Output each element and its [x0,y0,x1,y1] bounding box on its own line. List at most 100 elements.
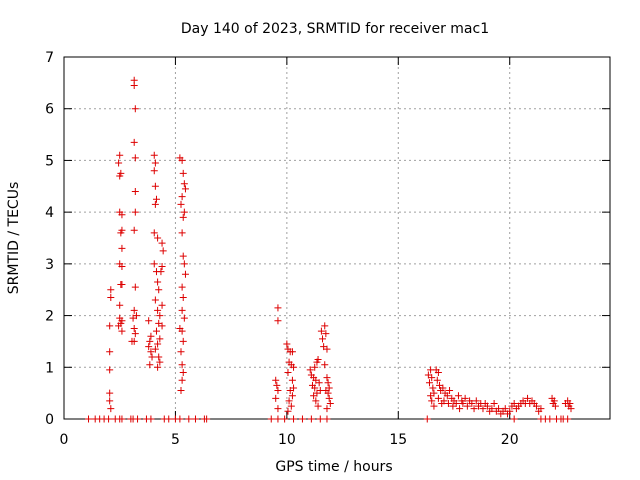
data-point [281,415,289,423]
data-points [85,76,575,423]
data-point [180,260,188,268]
data-point [181,270,189,278]
data-point [506,407,514,415]
data-point [148,353,156,361]
data-point [165,415,173,423]
data-point [106,366,114,374]
data-point [567,405,575,413]
data-point [461,394,469,402]
data-point [106,389,114,397]
y-tick-label: 4 [45,205,54,221]
data-point [323,345,331,353]
data-point [178,361,186,369]
data-point [501,405,509,413]
data-point [155,286,163,294]
data-point [428,397,436,405]
data-point [446,387,454,395]
chart-title: Day 140 of 2023, SRMTID for receiver mac… [181,21,489,37]
data-point [130,306,138,314]
data-point [532,402,540,410]
data-point [191,415,199,423]
data-point [443,392,451,400]
data-point [287,402,295,410]
data-point [564,415,572,423]
data-point [118,327,126,335]
data-point [425,379,433,387]
data-point [177,348,185,356]
data-point [150,167,158,175]
data-point [117,281,125,289]
x-tick-label: 10 [278,432,296,448]
data-point [479,405,487,413]
data-point [274,415,282,423]
data-point [284,368,292,376]
y-tick-label: 2 [45,309,54,325]
data-point [150,260,158,268]
data-point [118,211,126,219]
data-point [179,213,187,221]
data-point [307,415,315,423]
data-point [179,337,187,345]
data-point [483,402,491,410]
x-tick-label: 5 [171,432,180,448]
data-point [146,361,154,369]
data-point [325,394,333,402]
data-point [145,343,153,351]
data-point [179,368,187,376]
data-point [131,187,139,195]
data-point [118,226,126,234]
data-point [423,415,431,423]
data-point [157,268,165,276]
data-point [156,312,164,320]
data-point [312,397,320,405]
data-point [131,283,139,291]
y-tick-label: 0 [45,412,54,428]
data-point [524,394,532,402]
data-point [510,415,518,423]
data-point [132,312,140,320]
data-point [178,229,186,237]
data-point [107,286,115,294]
data-point [463,402,471,410]
data-point [116,301,124,309]
data-point [115,159,123,167]
data-point [156,358,164,366]
data-point [290,363,298,371]
data-point [550,397,558,405]
data-point [179,293,187,301]
data-point [106,322,114,330]
data-point [452,399,460,407]
data-point [131,208,139,216]
data-point [468,399,476,407]
data-point [546,415,554,423]
data-point [154,278,162,286]
data-point [152,327,160,335]
data-point [178,327,186,335]
data-point [180,180,188,188]
data-point [147,348,155,356]
data-point [131,330,139,338]
data-point [151,200,159,208]
data-point [311,363,319,371]
data-point [323,405,331,413]
y-axis-label: SRMTID / TECUs [6,182,22,295]
data-point [314,402,322,410]
data-point [272,394,280,402]
data-point [203,415,211,423]
data-point [321,361,329,369]
data-point [316,415,324,423]
data-point [434,368,442,376]
data-point [274,304,282,312]
data-point [319,335,327,343]
data-point [290,415,298,423]
data-point [178,193,186,201]
data-point [131,105,139,113]
data-point [145,317,153,325]
data-point [176,415,184,423]
data-point [283,340,291,348]
data-point [306,366,314,374]
data-point [118,317,126,325]
data-point [310,392,318,400]
data-point [428,374,436,382]
data-point [85,415,93,423]
